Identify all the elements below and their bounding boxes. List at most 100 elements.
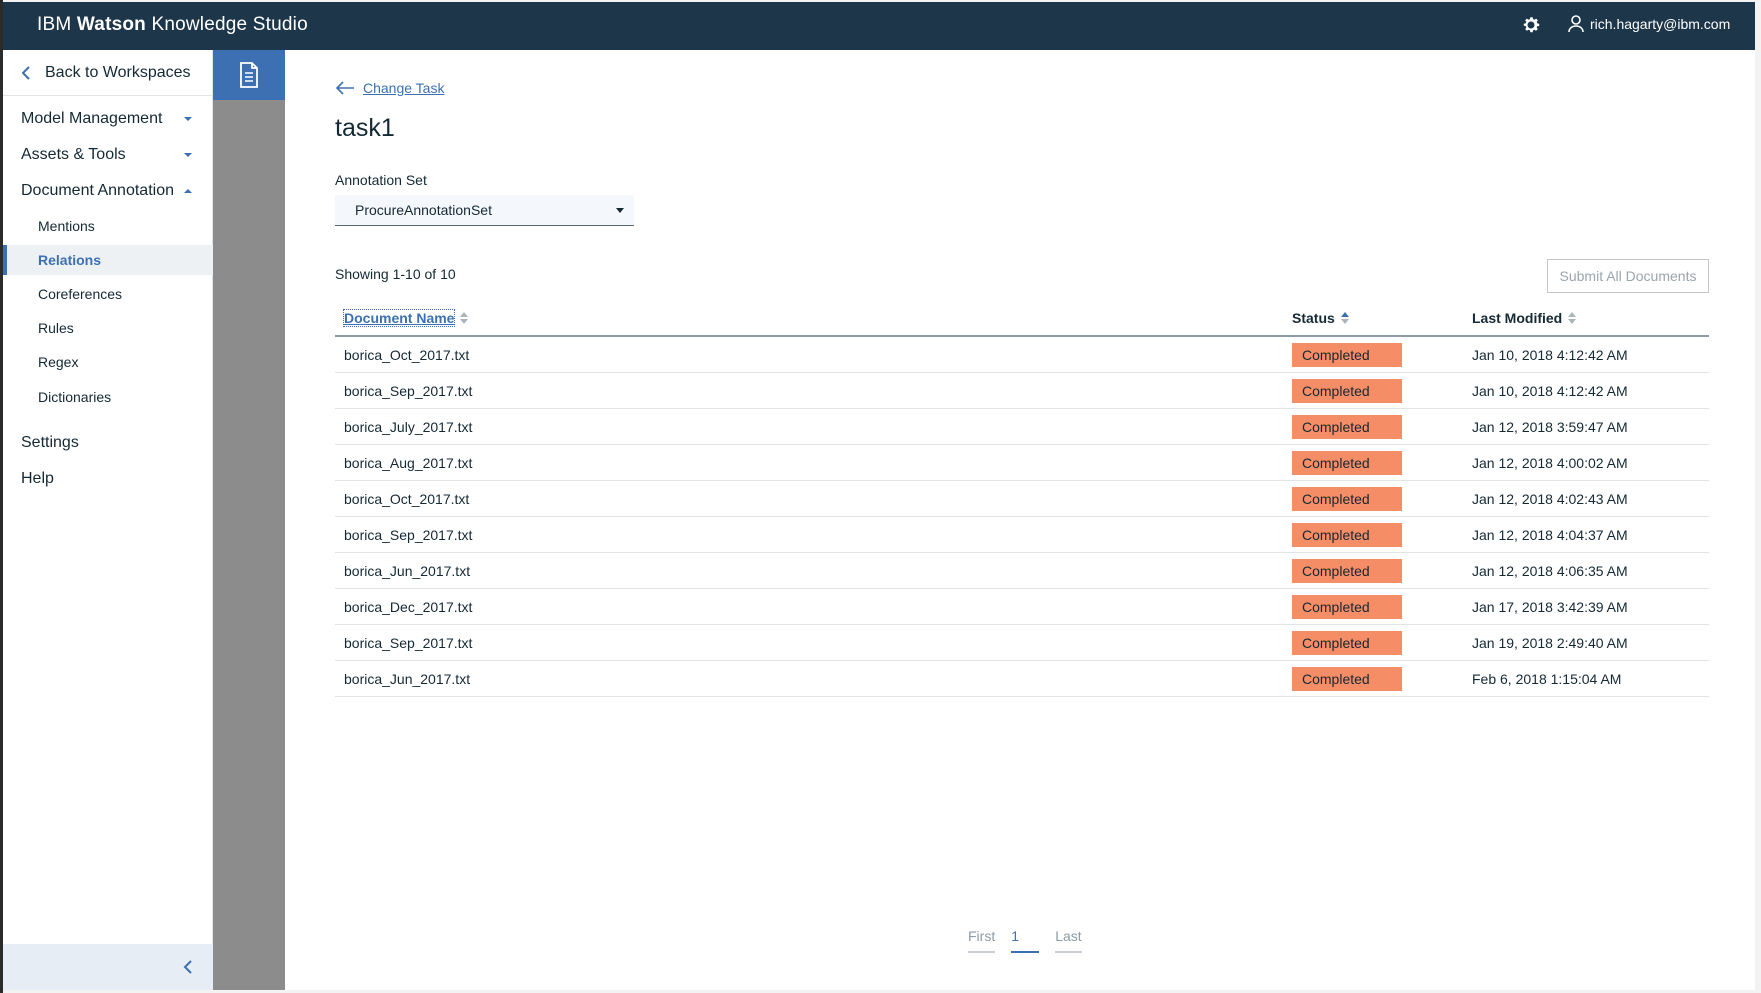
sidebar-item-mentions[interactable]: Mentions <box>3 211 213 241</box>
top-header: IBM Watson Knowledge Studio rich.hagarty… <box>3 2 1755 50</box>
tool-rail <box>213 50 285 990</box>
caret-up-icon <box>184 189 192 193</box>
table-row[interactable]: borica_Sep_2017.txt Completed Jan 12, 20… <box>335 517 1709 553</box>
sidebar-item-regex[interactable]: Regex <box>3 347 213 377</box>
status-badge: Completed <box>1292 595 1402 619</box>
pagination-page-current[interactable]: 1 <box>1011 928 1040 953</box>
table-row[interactable]: borica_Sep_2017.txt Completed Jan 10, 20… <box>335 373 1709 409</box>
document-name-cell[interactable]: borica_Sep_2017.txt <box>344 635 473 651</box>
nav-group-model-management[interactable]: Model Management <box>3 102 213 136</box>
left-sidebar: Back to Workspaces Model Management Asse… <box>3 50 213 990</box>
table-row[interactable]: borica_Oct_2017.txt Completed Jan 12, 20… <box>335 481 1709 517</box>
pagination-last[interactable]: Last <box>1055 928 1082 953</box>
sort-ascending-icon <box>1340 312 1349 324</box>
sort-icon <box>1568 312 1577 324</box>
column-header-document-name[interactable]: Document Name <box>342 309 469 327</box>
sidebar-item-label: Coreferences <box>38 286 123 302</box>
documents-rail-button[interactable] <box>213 50 285 100</box>
submit-all-documents-button[interactable]: Submit All Documents <box>1547 259 1709 293</box>
caret-down-icon <box>184 117 192 121</box>
nav-group-label: Model Management <box>21 110 163 127</box>
sidebar-item-label: Rules <box>38 320 74 336</box>
table-row[interactable]: borica_Aug_2017.txt Completed Jan 12, 20… <box>335 445 1709 481</box>
last-modified-cell: Jan 19, 2018 2:49:40 AM <box>1472 635 1628 651</box>
last-modified-cell: Jan 12, 2018 4:00:02 AM <box>1472 455 1628 471</box>
status-badge: Completed <box>1292 451 1402 475</box>
caret-down-icon <box>184 153 192 157</box>
column-label: Status <box>1292 310 1335 326</box>
status-badge: Completed <box>1292 415 1402 439</box>
document-name-cell[interactable]: borica_Aug_2017.txt <box>344 455 473 471</box>
sidebar-item-label: Relations <box>38 252 102 268</box>
documents-table: Document Name Status Last Modified boric… <box>335 302 1709 697</box>
document-name-cell[interactable]: borica_Jun_2017.txt <box>344 671 471 687</box>
nav-item-label: Help <box>21 470 54 487</box>
table-row[interactable]: borica_Dec_2017.txt Completed Jan 17, 20… <box>335 589 1709 625</box>
gear-icon[interactable] <box>1521 15 1541 35</box>
sort-icon <box>460 312 469 324</box>
main-content: Change Task task1 Annotation Set Procure… <box>285 50 1755 990</box>
nav-group-assets-tools[interactable]: Assets & Tools <box>3 138 213 172</box>
pagination: First 1 Last <box>968 928 1082 953</box>
status-badge: Completed <box>1292 559 1402 583</box>
annotation-set-label: Annotation Set <box>335 172 427 188</box>
sidebar-item-dictionaries[interactable]: Dictionaries <box>3 382 213 412</box>
document-name-cell[interactable]: borica_Sep_2017.txt <box>344 527 473 543</box>
back-to-workspaces-link[interactable]: Back to Workspaces <box>3 50 213 96</box>
table-row[interactable]: borica_Oct_2017.txt Completed Jan 10, 20… <box>335 337 1709 373</box>
status-badge: Completed <box>1292 487 1402 511</box>
document-name-cell[interactable]: borica_Oct_2017.txt <box>344 491 470 507</box>
table-row[interactable]: borica_Jun_2017.txt Completed Jan 12, 20… <box>335 553 1709 589</box>
status-badge: Completed <box>1292 523 1402 547</box>
page-title: task1 <box>335 114 395 142</box>
column-label: Document Name <box>342 309 456 327</box>
sidebar-item-rules[interactable]: Rules <box>3 313 213 343</box>
table-row[interactable]: borica_Sep_2017.txt Completed Jan 19, 20… <box>335 625 1709 661</box>
collapse-chevron-icon[interactable] <box>183 960 193 974</box>
sidebar-item-coreferences[interactable]: Coreferences <box>3 279 213 309</box>
document-name-cell[interactable]: borica_July_2017.txt <box>344 419 473 435</box>
sidebar-collapse-bar <box>3 944 213 990</box>
sidebar-item-relations[interactable]: Relations <box>3 245 213 275</box>
arrow-left-icon <box>335 81 354 95</box>
pagination-first[interactable]: First <box>968 928 996 953</box>
nav-group-document-annotation[interactable]: Document Annotation <box>3 174 213 208</box>
table-row[interactable]: borica_Jun_2017.txt Completed Feb 6, 201… <box>335 661 1709 697</box>
document-name-cell[interactable]: borica_Jun_2017.txt <box>344 563 471 579</box>
status-badge: Completed <box>1292 667 1402 691</box>
annotation-set-dropdown[interactable]: ProcureAnnotationSet <box>335 195 634 226</box>
brand-prefix: IBM <box>37 14 72 35</box>
last-modified-cell: Jan 10, 2018 4:12:42 AM <box>1472 347 1628 363</box>
status-badge: Completed <box>1292 379 1402 403</box>
last-modified-cell: Feb 6, 2018 1:15:04 AM <box>1472 671 1622 687</box>
results-count: Showing 1-10 of 10 <box>335 266 456 282</box>
column-header-status[interactable]: Status <box>1292 310 1349 326</box>
column-label: Last Modified <box>1472 310 1563 326</box>
table-row[interactable]: borica_July_2017.txt Completed Jan 12, 2… <box>335 409 1709 445</box>
user-icon <box>1568 15 1584 33</box>
change-task-link[interactable]: Change Task <box>335 80 444 96</box>
last-modified-cell: Jan 12, 2018 3:59:47 AM <box>1472 419 1628 435</box>
nav-item-settings[interactable]: Settings <box>3 426 213 460</box>
caret-down-icon <box>616 208 624 213</box>
sidebar-item-label: Regex <box>38 354 79 370</box>
app-window: IBM Watson Knowledge Studio rich.hagarty… <box>3 2 1755 990</box>
nav-item-help[interactable]: Help <box>3 462 213 496</box>
brand-bold: Watson <box>76 14 146 35</box>
back-label: Back to Workspaces <box>45 63 191 81</box>
change-task-label: Change Task <box>363 80 445 96</box>
last-modified-cell: Jan 17, 2018 3:42:39 AM <box>1472 599 1628 615</box>
sidebar-item-label: Mentions <box>38 218 95 234</box>
column-header-last-modified[interactable]: Last Modified <box>1472 310 1577 326</box>
document-name-cell[interactable]: borica_Dec_2017.txt <box>344 599 473 615</box>
user-menu[interactable]: rich.hagarty@ibm.com <box>1568 15 1730 33</box>
annotation-set-value: ProcureAnnotationSet <box>355 202 492 218</box>
document-name-cell[interactable]: borica_Sep_2017.txt <box>344 383 473 399</box>
document-icon <box>240 62 258 88</box>
chevron-left-icon <box>21 65 30 80</box>
brand-suffix: Knowledge Studio <box>151 14 308 35</box>
document-name-cell[interactable]: borica_Oct_2017.txt <box>344 347 470 363</box>
table-header: Document Name Status Last Modified <box>335 302 1709 337</box>
nav-group-label: Assets & Tools <box>21 146 126 163</box>
nav-group-label: Document Annotation <box>21 182 174 199</box>
